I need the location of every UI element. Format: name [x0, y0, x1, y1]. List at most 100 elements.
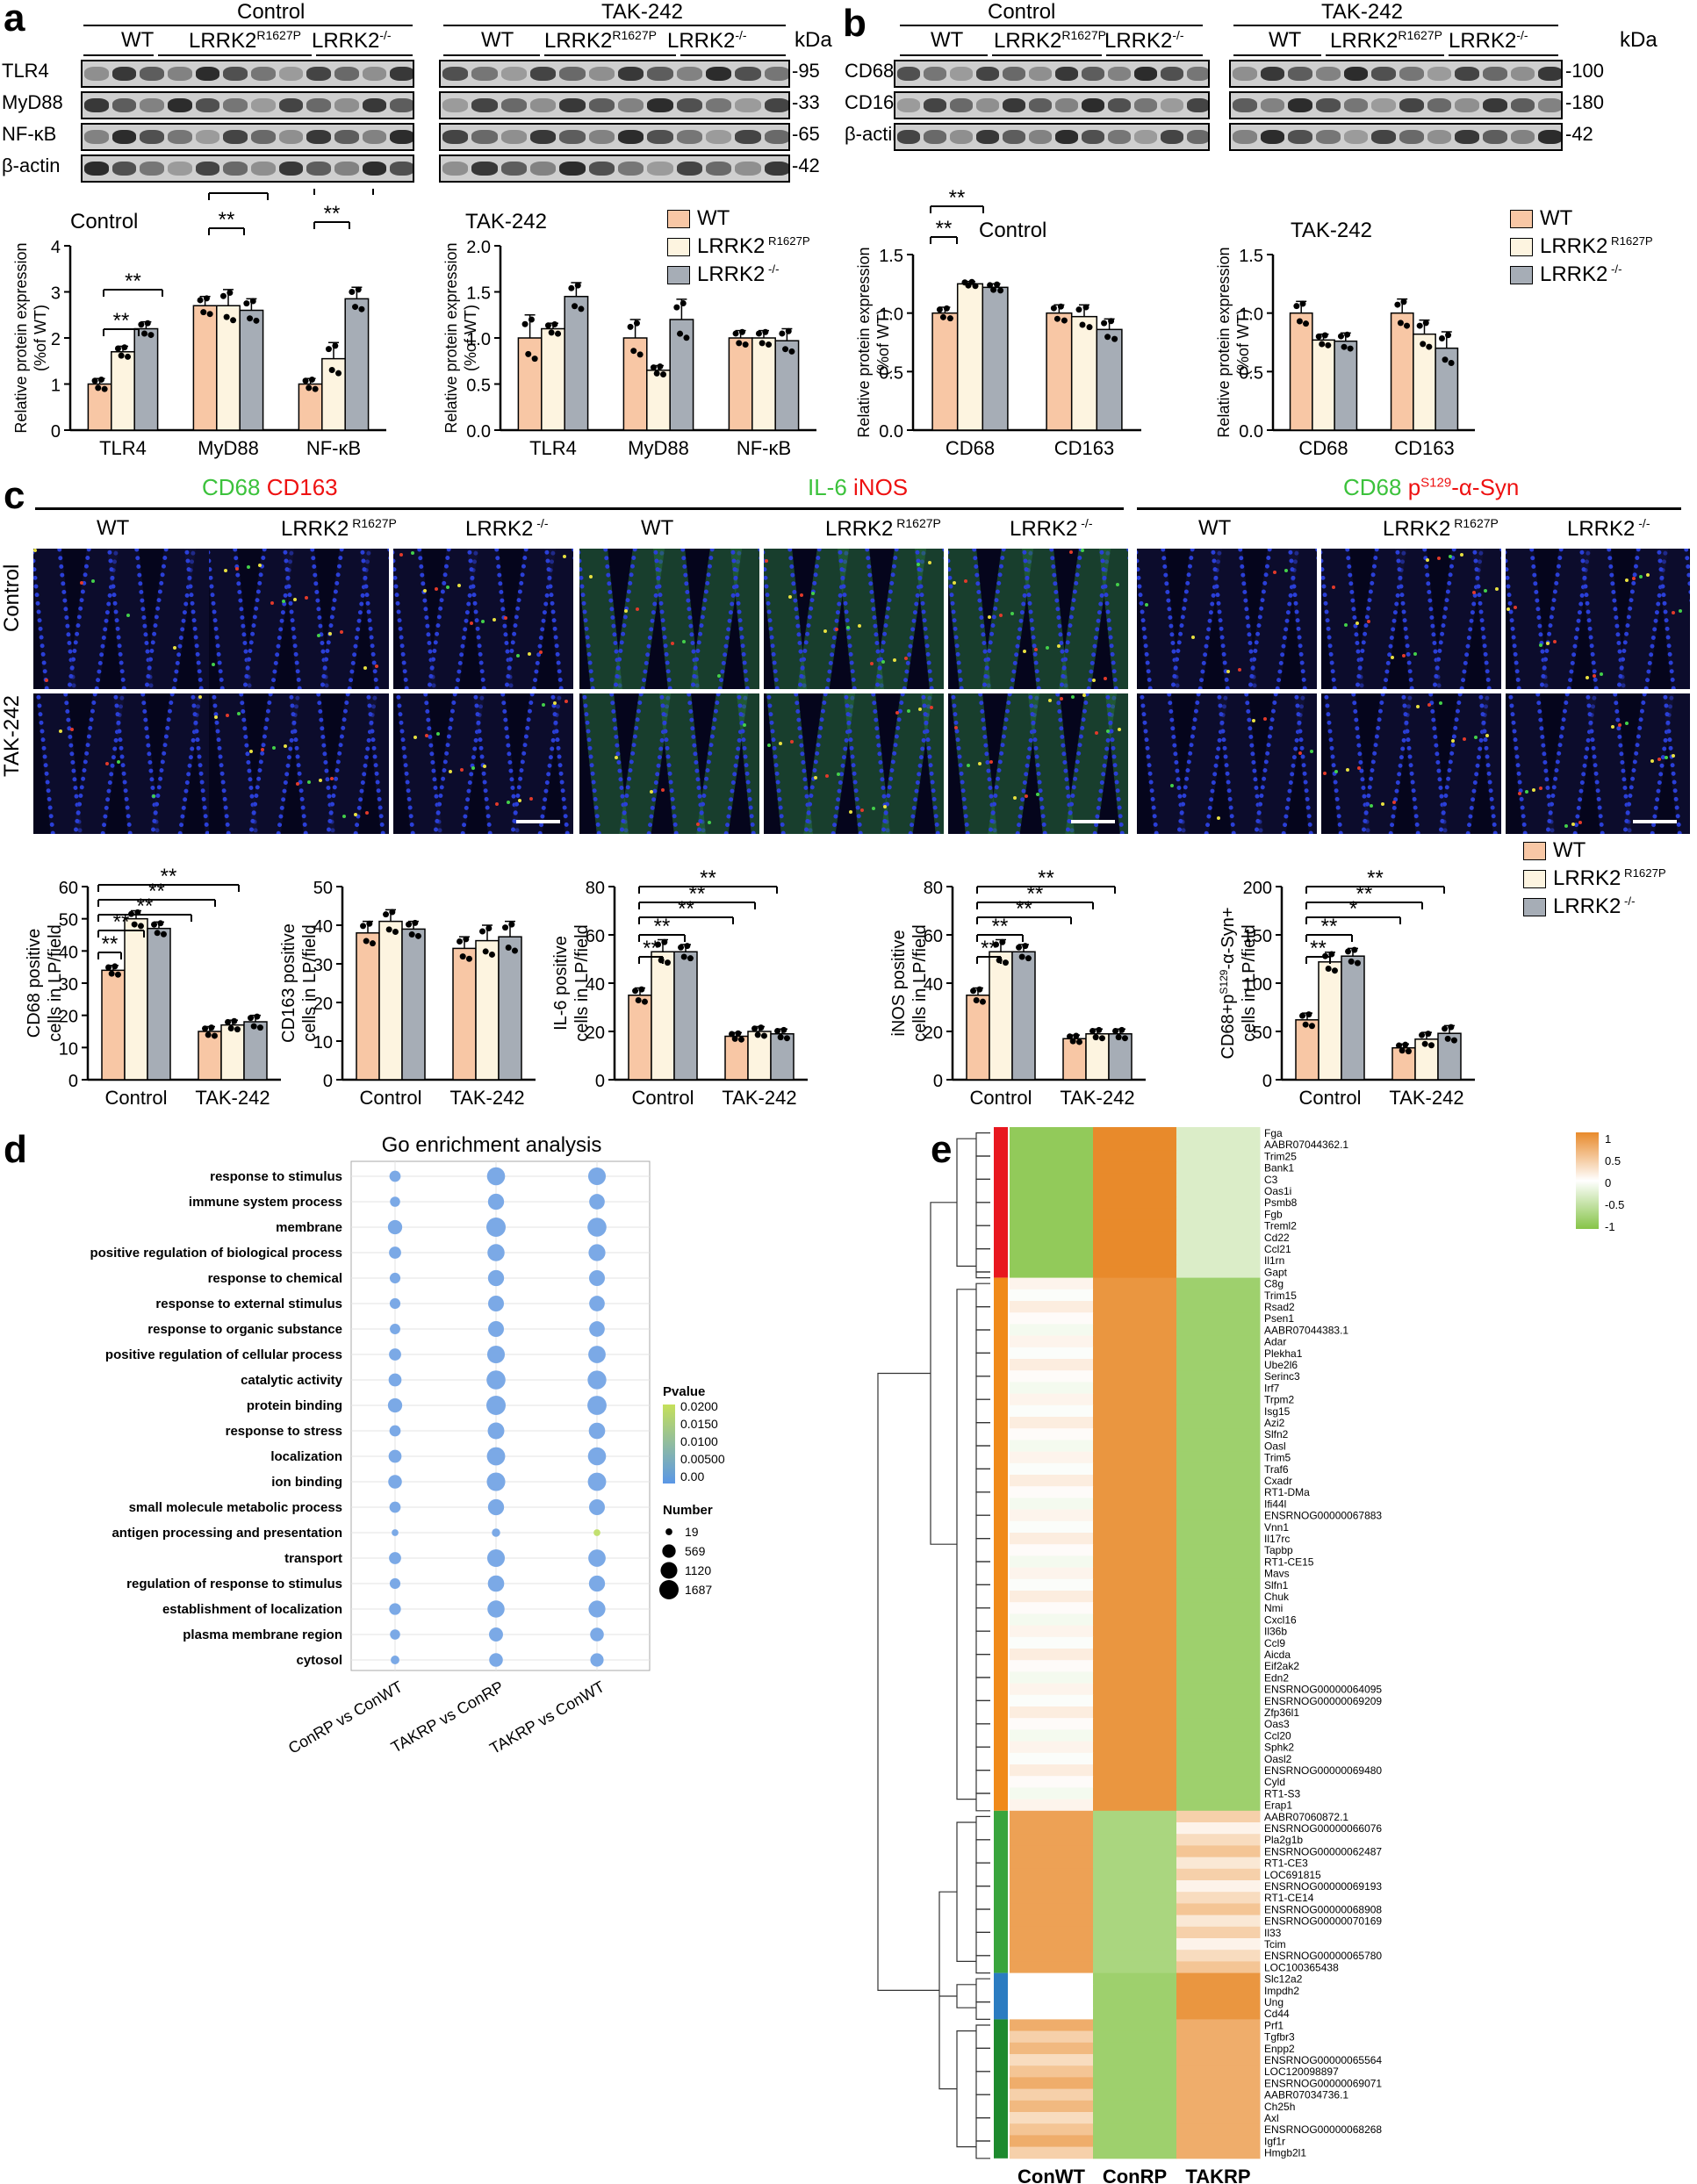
heatmap-cell	[1176, 1822, 1261, 1835]
data-point	[1111, 335, 1118, 342]
micrograph	[209, 549, 389, 689]
signal-dot	[870, 662, 874, 665]
data-point	[1341, 343, 1348, 350]
heatmap-cell	[1093, 1972, 1177, 1986]
stain-title: IL-6 iNOS	[808, 474, 908, 501]
number-legend-dot	[662, 1544, 676, 1558]
legend-swatch	[667, 238, 690, 257]
signal-dot	[1104, 677, 1107, 680]
gene-label: Slfn2	[1264, 1428, 1289, 1440]
go-bubble-chart: Go enrichment analysis response to stimul…	[90, 1133, 725, 1756]
heatmap-cell	[1093, 2077, 1177, 2090]
blot-band	[140, 130, 164, 144]
blot-band	[1510, 130, 1535, 144]
villus	[365, 693, 389, 834]
data-point	[392, 928, 399, 935]
heatmap-cell	[1093, 1845, 1177, 1858]
row-label-tak: TAK-242	[0, 695, 24, 777]
micro-col-sup: -/-	[1635, 516, 1650, 530]
heatmap-cell	[1176, 1208, 1261, 1221]
heatmap-cell	[1010, 1578, 1094, 1591]
signal-dot	[1238, 668, 1241, 672]
go-bubble	[390, 1324, 400, 1334]
y-tick-label: 0.0	[1239, 422, 1263, 442]
geno-rp-b: LRRK2R1627P	[994, 28, 1106, 53]
signal-dot	[1391, 656, 1394, 659]
data-point	[976, 986, 983, 993]
signal-dot	[1639, 575, 1643, 578]
go-term: catalytic activity	[241, 1373, 343, 1388]
heatmap-cell	[1010, 1822, 1094, 1835]
heatmap-cell	[1176, 1903, 1261, 1916]
blot-band	[306, 130, 331, 144]
signal-dot	[411, 551, 414, 555]
y-tick-label: 4	[51, 238, 61, 257]
heatmap-cell	[1176, 1683, 1261, 1696]
signal-dot	[460, 768, 464, 772]
heatmap-cell	[1176, 1335, 1261, 1348]
y-tick-label: 40	[924, 975, 943, 995]
heatmap-cell	[1010, 1741, 1094, 1754]
legend-swatch	[1510, 238, 1533, 257]
pvalue-tick: 0.0200	[680, 1399, 718, 1413]
go-bubble	[388, 1373, 402, 1387]
blot-band	[588, 162, 615, 176]
data-point	[1022, 943, 1029, 950]
data-point	[234, 1026, 241, 1033]
heatmap-cell	[1010, 1834, 1094, 1846]
data-point	[1098, 1035, 1105, 1042]
bar	[751, 337, 776, 431]
blot-band	[924, 98, 946, 112]
heatmap-cell	[1176, 1938, 1261, 1951]
blot-band	[1260, 130, 1285, 144]
gene-label: ENSRNOG00000069071	[1264, 2077, 1382, 2089]
data-point	[151, 921, 158, 928]
go-bubble	[487, 1600, 505, 1618]
signal-dot	[717, 674, 721, 678]
data-point	[943, 305, 950, 312]
gene-label: ENSRNOG00000068908	[1264, 1903, 1382, 1915]
heatmap-cell	[1010, 1880, 1094, 1893]
go-bubble	[487, 1295, 505, 1312]
blot-band	[442, 98, 469, 112]
blot-band	[471, 130, 498, 144]
heatmap-cell	[1010, 1405, 1094, 1418]
gene-label: Chuk	[1264, 1591, 1290, 1603]
y-axis-label: IL-6 positive	[551, 936, 571, 1031]
signal-dot	[1095, 731, 1098, 735]
data-point	[1096, 1026, 1103, 1033]
y-tick-label: 200	[1243, 879, 1272, 898]
signal-dot	[881, 660, 885, 664]
blot-band	[950, 67, 973, 81]
go-term: plasma membrane region	[183, 1627, 342, 1642]
x-tick-label: CD163	[1054, 437, 1114, 459]
signal-dot	[425, 734, 428, 737]
gene-label: Sphk2	[1264, 1742, 1294, 1754]
heatmap-cell	[1176, 2088, 1261, 2101]
data-point	[363, 938, 370, 945]
go-bubble	[486, 1218, 506, 1237]
data-point	[751, 1025, 759, 1032]
data-point	[1399, 1047, 1406, 1054]
signal-dot	[504, 616, 507, 620]
data-point	[203, 295, 210, 302]
blot-band	[1082, 67, 1104, 81]
heatmap-cell	[1093, 1150, 1177, 1163]
go-term: cytosol	[296, 1653, 342, 1668]
signal-dot	[1332, 586, 1335, 589]
blot-band	[706, 98, 732, 112]
blot-band	[618, 67, 644, 81]
data-point	[653, 370, 660, 377]
heatmap-cell	[1176, 1602, 1261, 1614]
signal-dot	[1284, 569, 1288, 572]
data-point	[635, 997, 642, 1004]
signal-dot	[1402, 654, 1406, 657]
sig-label: *	[1349, 897, 1357, 921]
go-bubble	[387, 1219, 403, 1235]
blot-band	[764, 162, 788, 176]
bar	[724, 1035, 749, 1081]
cluster-bar	[994, 1127, 1008, 1278]
heatmap-cell	[1010, 1718, 1094, 1730]
data-point	[632, 988, 639, 995]
pvalue-tick: 0.00500	[680, 1452, 725, 1466]
